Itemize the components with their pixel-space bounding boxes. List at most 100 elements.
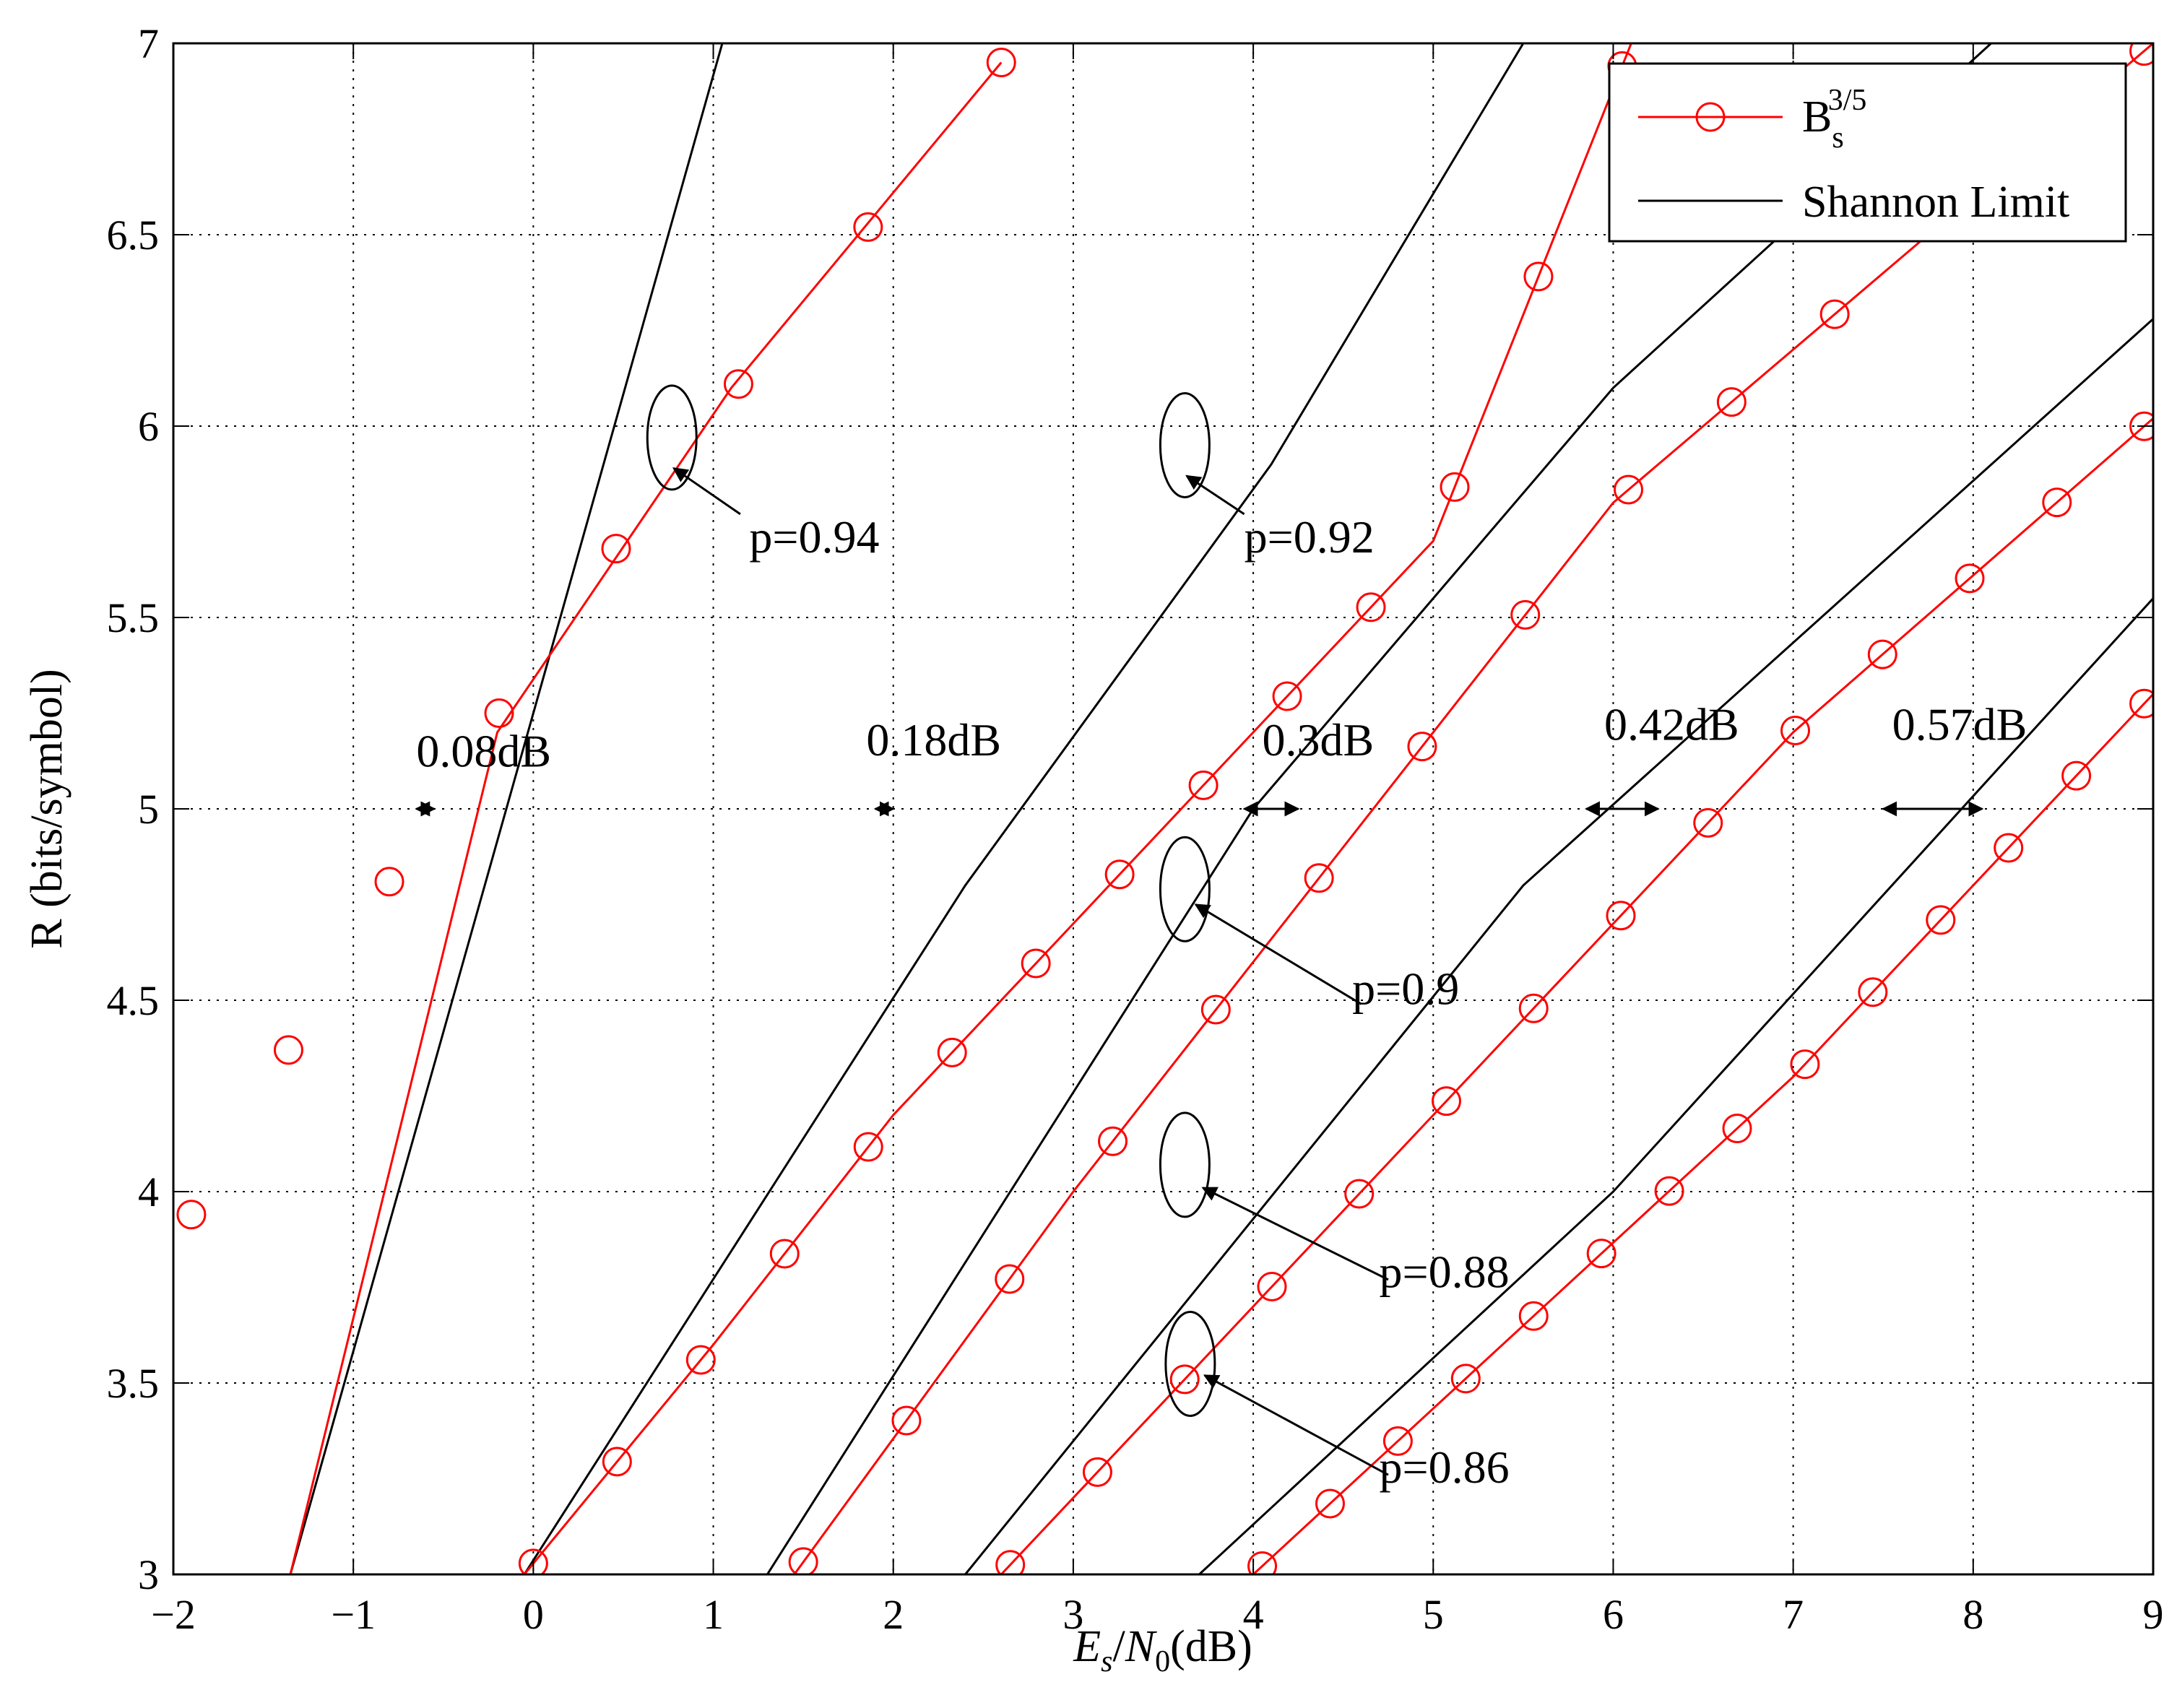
shannon-line-094 — [289, 43, 724, 1574]
bs-marker — [1819, 299, 1850, 329]
x-tick-label: −1 — [331, 1591, 376, 1638]
y-tick-label: 7 — [138, 20, 159, 67]
bs-marker — [995, 1264, 1025, 1294]
annotation-arrow — [1203, 1374, 1389, 1476]
x-tick-label: 1 — [703, 1591, 724, 1638]
bs-marker — [986, 48, 1016, 77]
legend: Bs3/5 Shannon Limit — [1608, 62, 2127, 243]
bs-marker — [769, 1239, 800, 1269]
y-tick-label: 3.5 — [107, 1360, 160, 1407]
x-tick-label: −2 — [151, 1591, 196, 1638]
bs-marker — [1614, 474, 1644, 505]
bs-marker — [484, 698, 514, 728]
x-tick-label: 0 — [523, 1591, 544, 1638]
y-tick-label: 6 — [138, 403, 159, 450]
annotation-label: p=0.88 — [1380, 1247, 1510, 1298]
bs-marker — [1926, 905, 1956, 935]
bs-marker — [273, 1035, 303, 1065]
bs-marker — [1523, 261, 1554, 292]
annotation-arrow — [1185, 474, 1245, 516]
y-axis-label: R (bits/symbol) — [22, 669, 72, 949]
bs-marker — [1247, 1551, 1278, 1574]
bs-line-094 — [289, 61, 1003, 1574]
bs-marker — [1021, 948, 1051, 979]
bs-marker — [1200, 994, 1231, 1025]
annotation-label: p=0.92 — [1245, 511, 1375, 563]
bs-marker — [1867, 639, 1897, 669]
annotation-label: p=0.86 — [1380, 1442, 1510, 1493]
x-tick-label: 5 — [1423, 1591, 1444, 1638]
annotation-label: p=0.94 — [749, 511, 879, 563]
bs-marker — [723, 369, 753, 399]
bs-marker — [2042, 487, 2072, 518]
bs-marker — [1382, 1426, 1413, 1456]
y-tick-label: 4 — [138, 1169, 159, 1215]
bs-marker — [995, 1550, 1026, 1574]
bs-marker — [1431, 1086, 1461, 1117]
bs-marker — [937, 1037, 967, 1067]
bs-marker — [1098, 1126, 1128, 1156]
x-tick-label: 2 — [883, 1591, 904, 1638]
bs-marker — [1780, 715, 1811, 745]
bs-marker — [2061, 760, 2092, 791]
x-tick-label: 8 — [1962, 1591, 1983, 1638]
x-tick-label: 9 — [2143, 1591, 2164, 1638]
bs-marker — [2129, 688, 2153, 719]
legend-marker-bs — [1695, 102, 1726, 132]
bs-marker — [1344, 1179, 1375, 1209]
bs-marker — [1955, 563, 1985, 594]
annotation-arrow — [672, 467, 741, 516]
bs-marker — [1606, 901, 1636, 931]
bs-marker — [685, 1345, 716, 1375]
annotation-label: 0.57dB — [1892, 699, 2027, 750]
y-tick-label: 5.5 — [107, 594, 160, 641]
annotation-arrow — [1201, 1187, 1389, 1281]
y-tick-label: 4.5 — [107, 977, 160, 1024]
annotation-arrows — [415, 467, 1984, 1476]
annotation-arrow — [1194, 903, 1362, 1005]
bs-marker — [1257, 1271, 1287, 1301]
bs-line-092 — [523, 43, 1632, 1574]
grid — [173, 43, 2153, 1574]
bs-marker — [1654, 1176, 1684, 1206]
bs-marker — [1693, 807, 1723, 838]
annotation-label: 0.42dB — [1604, 699, 1739, 750]
family-ellipse — [1164, 1311, 1216, 1417]
family-ellipse — [1159, 836, 1211, 942]
legend-box — [1608, 62, 2127, 243]
x-axis-label: Es/N0(dB) — [1073, 1622, 1252, 1678]
x-tick-label: 6 — [1603, 1591, 1624, 1638]
bs-line-088 — [1000, 417, 2153, 1574]
annotation-label: 0.3dB — [1263, 714, 1375, 766]
bs-marker — [1586, 1239, 1616, 1269]
bs-marker — [1315, 1488, 1345, 1519]
bs-marker — [1082, 1457, 1112, 1487]
bs-marker — [891, 1405, 922, 1436]
bs-marker — [2129, 43, 2153, 66]
legend-label-bs: Bs3/5 — [1802, 84, 1866, 155]
annotation-label: 0.08dB — [416, 726, 551, 777]
bs-marker — [602, 1447, 632, 1477]
bs-marker — [2129, 411, 2153, 441]
bs-marker — [1510, 599, 1541, 630]
bs-marker — [1356, 592, 1386, 623]
bs-marker — [1518, 1301, 1549, 1331]
bs-marker — [1304, 863, 1334, 893]
bs-marker — [1169, 1364, 1200, 1395]
bs-marker — [1272, 681, 1302, 711]
family-ellipse — [1159, 392, 1211, 498]
legend-label-shannon: Shannon Limit — [1802, 178, 2069, 227]
bs-marker — [374, 867, 404, 897]
bs-marker — [601, 534, 631, 564]
bs-marker — [1440, 472, 1470, 502]
bs-marker — [1450, 1364, 1481, 1394]
bs-marker — [1994, 833, 2024, 863]
bs-marker — [788, 1547, 818, 1574]
plot-lines — [176, 43, 2153, 1574]
bs-marker — [176, 1200, 207, 1230]
bs-marker — [518, 1548, 548, 1574]
bs-marker — [1790, 1049, 1820, 1080]
bs-marker — [1716, 387, 1747, 417]
bs-marker — [853, 212, 883, 242]
